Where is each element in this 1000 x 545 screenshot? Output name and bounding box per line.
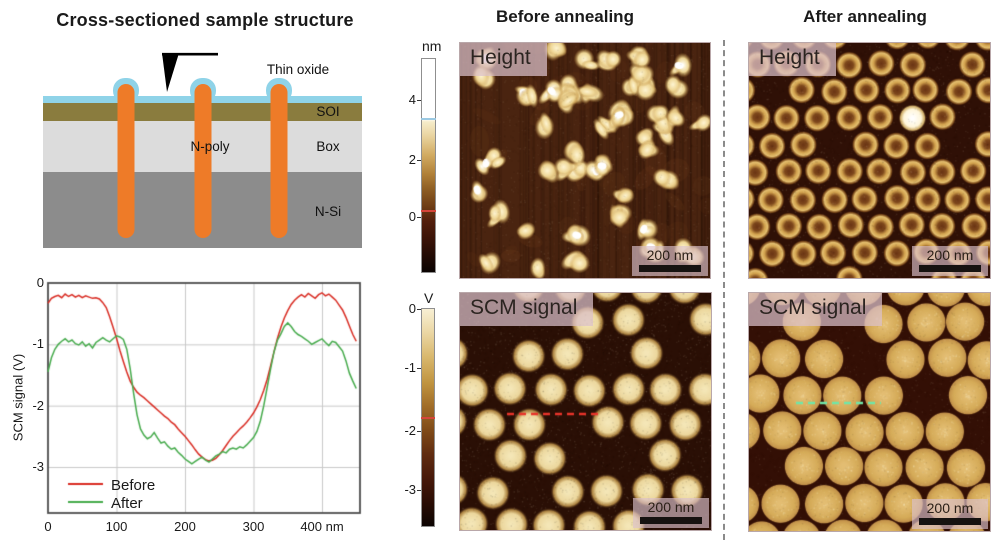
after-height-label: Height [749,43,836,77]
colorbar-tick-mark [417,99,421,101]
npoly-label: N-poly [190,139,229,154]
height-colorbar: nm 4 2 0 [409,38,441,273]
colorbar-tick-mark [417,217,421,219]
x-tick-label: 200 [174,519,196,534]
colorbar-marker-line [421,209,436,212]
scalebar-line [640,517,702,524]
height-colorbar-gradient [421,58,436,273]
after-annealing-header: After annealing [803,7,927,26]
after-height-panel: Height 200 nm [748,42,991,279]
legend-label-after: After [111,495,143,512]
scalebar: 200 nm [632,245,708,276]
before-height-label: Height [460,43,547,77]
colorbar-tick-label: 0 [408,301,416,317]
after-scm-label: SCM signal [749,293,883,327]
colorbar-tick-label: 4 [408,91,416,107]
npoly-pillar [194,84,212,238]
soi-label: SOI [316,104,339,119]
x-tick-label: 100 [105,519,128,534]
after-scm-image [749,293,990,531]
colorbar-tick-mark [417,368,421,369]
x-tick-label: 0 [44,519,52,534]
before-scm-panel: SCM signal 200 nm [459,292,712,531]
npoly-pillar [117,84,135,238]
sample-structure-diagram: Thin oxide SOI Box N-poly N-Si [43,52,362,248]
column-separator [723,40,725,540]
afm-tip-icon [162,53,179,92]
before-annealing-header: Before annealing [496,7,634,26]
colorbar-tick-label: -2 [404,423,416,439]
height-colorbar-unit: nm [422,38,442,54]
before-scm-label: SCM signal [460,293,594,327]
scalebar-line [639,265,701,272]
colorbar-tick-mark [417,159,421,161]
y-tick-label: -2 [32,397,44,413]
before-height-image [460,43,710,278]
scalebar-text: 200 nm [647,498,695,515]
colorbar-tick-label: -3 [404,481,416,497]
nsi-label: N-Si [315,204,341,219]
scm-colorbar-unit: V [424,290,434,306]
scalebar: 200 nm [912,245,988,276]
npoly-pillar [270,84,288,238]
colorbar-tick-label: 2 [408,151,416,167]
colorbar-marker-line [421,118,436,121]
after-height-image [749,43,990,278]
scalebar-text: 200 nm [926,499,974,516]
scm-profile-chart [0,270,380,545]
colorbar-tick-mark [417,431,421,433]
y-tick-label: -1 [32,336,44,352]
after-scm-panel: SCM signal 200 nm [748,292,991,532]
y-tick-label: -3 [32,458,44,474]
colorbar-tick-mark [417,309,421,311]
colorbar-tick-label: 0 [408,209,416,225]
diagram-title: Cross-sectioned sample structure [56,10,354,30]
legend-label-before: Before [111,477,156,494]
before-height-panel: Height 200 nm [459,42,711,279]
before-scm-image [460,293,711,530]
box-label: Box [316,139,340,154]
scalebar-line [919,265,981,272]
scm-colorbar: V 0 -1 -2 -3 [404,290,435,527]
scalebar-text: 200 nm [646,246,694,263]
scalebar-line [919,518,981,525]
scalebar: 200 nm [912,498,988,529]
scalebar-text: 200 nm [926,246,974,263]
colorbar-tick-label: -1 [404,360,416,375]
thin-oxide-label: Thin oxide [267,62,329,77]
x-tick-label: 400 nm [300,519,344,534]
colorbar-marker-line [421,416,435,419]
colorbar-tick-mark [417,489,421,491]
x-tick-label: 300 [242,519,265,534]
y-tick-label: 0 [36,275,44,290]
scalebar: 200 nm [633,497,709,528]
